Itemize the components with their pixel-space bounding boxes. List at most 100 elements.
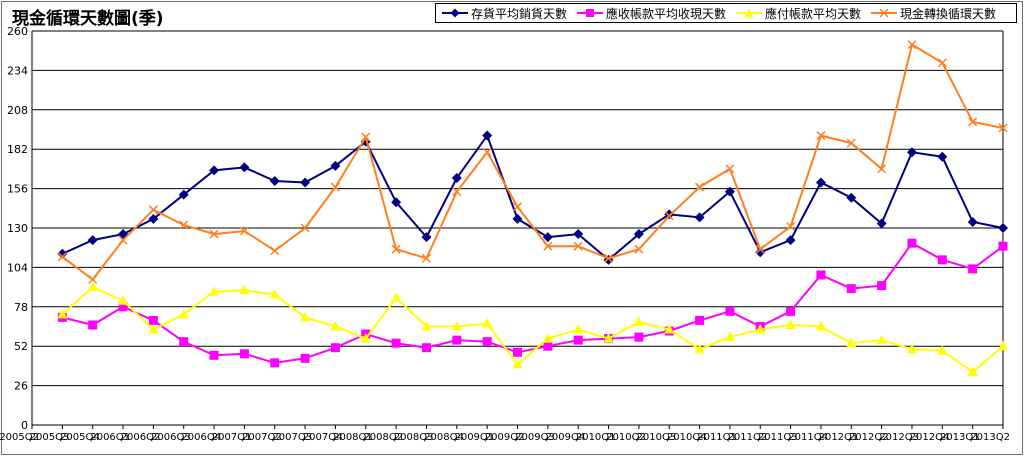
data-point bbox=[786, 221, 796, 232]
data-point bbox=[451, 172, 462, 183]
data-point bbox=[785, 319, 796, 329]
data-point bbox=[452, 335, 462, 345]
x-tick-label: 2008Q3 bbox=[394, 432, 434, 443]
x-tick-label: 2009Q1 bbox=[454, 432, 494, 443]
data-point bbox=[209, 286, 220, 296]
x-tick-label: 2006Q1 bbox=[90, 432, 130, 443]
y-tick-label: 26 bbox=[14, 380, 28, 393]
data-point bbox=[815, 321, 826, 331]
data-point bbox=[87, 235, 98, 246]
x-tick-label: 2011Q4 bbox=[788, 432, 828, 443]
data-point bbox=[573, 241, 583, 251]
x-tick-label: 2005Q2 bbox=[0, 432, 39, 443]
data-point bbox=[937, 151, 948, 162]
data-point bbox=[270, 246, 280, 256]
data-point bbox=[330, 182, 340, 192]
legend-label: 應收帳款平均收現天數 bbox=[606, 6, 727, 21]
data-point bbox=[391, 338, 401, 348]
data-point bbox=[937, 255, 947, 265]
data-point bbox=[148, 213, 159, 224]
x-tick-label: 2007Q3 bbox=[272, 432, 312, 443]
data-point bbox=[906, 147, 917, 158]
x-tick-label: 2007Q4 bbox=[303, 432, 343, 443]
data-point bbox=[452, 187, 462, 197]
x-tick-label: 2012Q3 bbox=[879, 432, 919, 443]
y-tick-label: 130 bbox=[7, 222, 28, 235]
data-point bbox=[816, 131, 826, 141]
data-point bbox=[209, 229, 219, 239]
x-tick-label: 2010Q3 bbox=[637, 432, 677, 443]
y-tick-label: 208 bbox=[7, 104, 28, 117]
data-point bbox=[421, 343, 431, 353]
data-point bbox=[998, 223, 1008, 233]
legend-item-receivable-days: 應收帳款平均收現天數 bbox=[577, 5, 726, 22]
data-point bbox=[755, 247, 766, 258]
legend: 存貨平均銷貨天數 應收帳款平均收現天數 應付帳款平均天數 現金轉換循環天數 bbox=[435, 3, 1017, 23]
data-point bbox=[269, 289, 280, 299]
data-point bbox=[664, 209, 675, 220]
data-point bbox=[694, 212, 705, 223]
data-point bbox=[695, 315, 705, 325]
data-point bbox=[270, 358, 280, 368]
data-point bbox=[178, 308, 189, 319]
data-point bbox=[391, 292, 402, 302]
data-point bbox=[300, 223, 310, 233]
y-tick-label: 104 bbox=[7, 261, 28, 274]
data-point bbox=[937, 345, 948, 355]
data-point bbox=[178, 189, 189, 200]
x-tick-label: 2007Q2 bbox=[242, 432, 282, 443]
data-point bbox=[573, 324, 584, 334]
data-point bbox=[451, 321, 462, 331]
x-tick-label: 2012Q2 bbox=[849, 432, 889, 443]
data-point bbox=[57, 252, 67, 262]
legend-label: 存貨平均銷貨天數 bbox=[471, 6, 568, 21]
data-point bbox=[421, 253, 431, 263]
data-point bbox=[330, 321, 341, 331]
data-point bbox=[57, 248, 68, 259]
series-line-1 bbox=[62, 241, 1004, 364]
data-point bbox=[724, 331, 735, 342]
data-point bbox=[724, 186, 735, 197]
x-marker-icon bbox=[871, 8, 898, 18]
data-point bbox=[391, 197, 402, 208]
data-point bbox=[786, 306, 796, 316]
x-tick-label: 2012Q4 bbox=[910, 432, 950, 443]
data-point bbox=[543, 341, 553, 351]
data-point bbox=[967, 216, 978, 227]
data-point bbox=[998, 241, 1008, 251]
data-point bbox=[512, 202, 523, 212]
x-tick-label: 2006Q2 bbox=[121, 432, 161, 443]
data-point bbox=[633, 316, 644, 326]
data-point bbox=[421, 232, 432, 243]
data-point bbox=[998, 123, 1008, 133]
x-tick-label: 2011Q3 bbox=[758, 432, 798, 443]
data-point bbox=[239, 162, 250, 173]
x-tick-label: 2011Q1 bbox=[697, 432, 737, 443]
data-point bbox=[482, 147, 492, 157]
data-point bbox=[725, 306, 735, 316]
triangle-marker-icon bbox=[736, 8, 763, 18]
data-point bbox=[239, 349, 249, 359]
data-point bbox=[87, 281, 98, 292]
data-point bbox=[300, 353, 310, 363]
data-point bbox=[967, 366, 978, 376]
data-point bbox=[118, 295, 129, 305]
data-point bbox=[330, 160, 341, 171]
data-point bbox=[815, 177, 826, 188]
data-point bbox=[269, 176, 280, 187]
square-marker-icon bbox=[577, 9, 604, 17]
data-point bbox=[846, 284, 856, 294]
data-point bbox=[816, 270, 826, 280]
data-point bbox=[907, 40, 917, 50]
x-tick-label: 2011Q2 bbox=[728, 432, 768, 443]
data-point bbox=[694, 343, 705, 354]
data-point bbox=[239, 226, 249, 236]
data-point bbox=[421, 321, 432, 331]
data-point bbox=[148, 205, 158, 215]
x-tick-label: 2006Q3 bbox=[151, 432, 191, 443]
data-point bbox=[361, 132, 371, 142]
x-tick-label: 2012Q1 bbox=[819, 432, 859, 443]
x-tick-label: 2005Q4 bbox=[60, 432, 100, 443]
legend-item-payable-days: 應付帳款平均天數 bbox=[736, 5, 861, 22]
x-tick-label: 2010Q1 bbox=[576, 432, 616, 443]
